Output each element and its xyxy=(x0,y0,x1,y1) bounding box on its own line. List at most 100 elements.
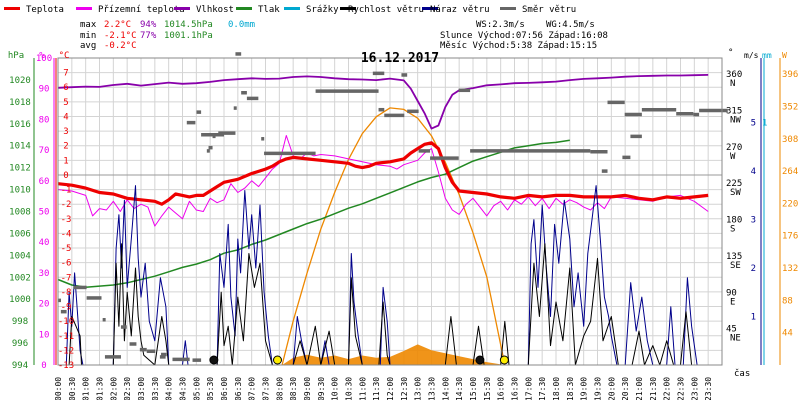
stat-min-temp: -2.1°C xyxy=(104,31,137,41)
tick-label-time: 02:00 xyxy=(109,377,118,400)
info-moon: Měsíc Východ:5:38 Západ:15:15 xyxy=(440,41,597,51)
legend-swatch xyxy=(174,7,190,10)
plot-frame xyxy=(57,57,723,366)
tick-label-time: 20:30 xyxy=(621,377,630,400)
tick-label-time: 18:30 xyxy=(566,377,575,400)
legend-item-rychlost-vetru: Rychlost větru xyxy=(340,5,424,15)
tick-label-temperature: -11 xyxy=(58,332,74,342)
tick-label-pressure: 1018 xyxy=(9,98,31,108)
legend-item-prizemni-teplota: Přízemní teplota xyxy=(76,5,185,15)
tick-label-humidity: 10 xyxy=(39,330,50,340)
tick-label-direction: 360 xyxy=(726,70,742,80)
tick-label-temperature: 5 xyxy=(63,98,68,108)
tick-label-time: 01:00 xyxy=(82,377,91,400)
tick-label-time: 11:30 xyxy=(372,377,381,400)
tick-label-temperature: 3 xyxy=(63,127,68,137)
tick-label-time: 08:30 xyxy=(289,377,298,400)
axis-unit-rain: mm xyxy=(762,51,772,60)
tick-label-pressure: 1004 xyxy=(9,251,31,261)
tick-label-solar: 220 xyxy=(782,199,798,209)
tick-label-solar: 396 xyxy=(782,70,798,80)
legend-swatch xyxy=(422,7,438,10)
tick-label-solar: 264 xyxy=(782,167,798,177)
moon-marker xyxy=(209,355,219,365)
tick-label-time: 14:00 xyxy=(441,377,450,400)
legend-item-naraz-vetru: Náraz větru xyxy=(422,5,490,15)
axis-unit-time: čas xyxy=(734,368,750,379)
tick-label-time: 11:00 xyxy=(358,377,367,400)
tick-label-pressure: 1008 xyxy=(9,208,31,218)
tick-label-solar: 44 xyxy=(782,329,793,339)
legend-label: Tlak xyxy=(258,5,280,15)
legend-swatch xyxy=(500,7,516,10)
tick-label-time: 05:30 xyxy=(206,377,215,400)
legend-label: Teplota xyxy=(26,5,64,15)
tick-label-direction: 225 xyxy=(726,179,742,189)
axis-unit-pressure: hPa xyxy=(8,51,24,61)
tick-label-time: 14:30 xyxy=(455,377,464,400)
grid xyxy=(57,57,723,366)
tick-label-humidity: 80 xyxy=(39,115,50,125)
tick-label-humidity: 0 xyxy=(41,361,46,371)
legend-item-srazky: Srážky xyxy=(284,5,339,15)
tick-label-time: 12:30 xyxy=(400,377,409,400)
legend-item-vlhkost: Vlhkost xyxy=(174,5,234,15)
tick-label-humidity: 40 xyxy=(39,238,50,248)
stats-panel: max 2.2°C 94% 1014.5hPa 0.0mm min -2.1°C… xyxy=(80,20,255,51)
tick-label-time: 18:00 xyxy=(552,377,561,400)
series-line-vlhkost xyxy=(57,74,709,130)
tick-label-time: 15:30 xyxy=(483,377,492,400)
tick-label-time: 03:30 xyxy=(151,377,160,400)
tick-label-solar: 132 xyxy=(782,264,798,274)
stat-max-label: max xyxy=(80,20,97,30)
chart-date: 16.12.2017 xyxy=(361,51,439,66)
tick-label-time: 23:00 xyxy=(690,377,699,400)
tick-label-compass: SW xyxy=(730,188,741,198)
tick-label-time: 10:00 xyxy=(331,377,340,400)
marker-layer xyxy=(209,355,509,365)
stat-max-temp: 2.2°C xyxy=(104,20,131,30)
tick-label-time: 10:30 xyxy=(345,377,354,400)
axis-unit-wind: m/s xyxy=(744,51,759,60)
stat-avg-temp: -0.2°C xyxy=(104,41,137,51)
tick-label-time: 04:30 xyxy=(179,377,188,400)
tick-label-time: 00:30 xyxy=(68,377,77,400)
tick-label-solar: 88 xyxy=(782,296,793,306)
tick-label-pressure: 1016 xyxy=(9,120,31,130)
tick-label-wind: 4 xyxy=(751,167,756,177)
tick-label-compass: W xyxy=(730,152,736,162)
tick-label-time: 01:30 xyxy=(96,377,105,400)
tick-label-temperature: 2 xyxy=(63,142,68,152)
legend-item-teplota: Teplota xyxy=(4,5,64,15)
tick-label-temperature: -4 xyxy=(61,229,72,239)
tick-label-direction: 315 xyxy=(726,107,742,117)
tick-label-time: 21:30 xyxy=(649,377,658,400)
tick-label-temperature: -10 xyxy=(58,317,74,327)
tick-label-compass: SE xyxy=(730,261,741,271)
info-sun: Slunce Východ:07:56 Západ:16:08 xyxy=(440,31,608,41)
tick-label-time: 05:00 xyxy=(192,377,201,400)
legend-label: Náraz větru xyxy=(430,5,490,15)
tick-label-temperature: -7 xyxy=(61,273,72,283)
tick-label-solar: 352 xyxy=(782,102,798,112)
stat-avg-label: avg xyxy=(80,41,96,51)
tick-label-direction: 270 xyxy=(726,143,742,153)
tick-label-temperature: 4 xyxy=(63,112,68,122)
axes: hPa1020101810161014101210101008100610041… xyxy=(8,48,798,401)
tick-label-direction: 45 xyxy=(726,325,737,335)
tick-label-time: 06:30 xyxy=(234,377,243,400)
tick-label-humidity: 60 xyxy=(39,177,50,187)
tick-label-time: 16:00 xyxy=(497,377,506,400)
tick-label-time: 20:00 xyxy=(607,377,616,400)
tick-label-temperature: 6 xyxy=(63,83,68,93)
legend-item-smer-vetru: Směr větru xyxy=(500,5,576,15)
tick-label-pressure: 1010 xyxy=(9,186,31,196)
tick-label-temperature: -8 xyxy=(61,288,72,298)
series-layer xyxy=(57,52,728,366)
tick-label-time: 13:30 xyxy=(428,377,437,400)
tick-label-humidity: 90 xyxy=(39,85,50,95)
tick-label-compass: NE xyxy=(730,334,741,344)
info-wind-speed: WS:2.3m/s xyxy=(476,20,525,30)
tick-label-time: 12:00 xyxy=(386,377,395,400)
tick-label-wind: 3 xyxy=(751,216,756,226)
